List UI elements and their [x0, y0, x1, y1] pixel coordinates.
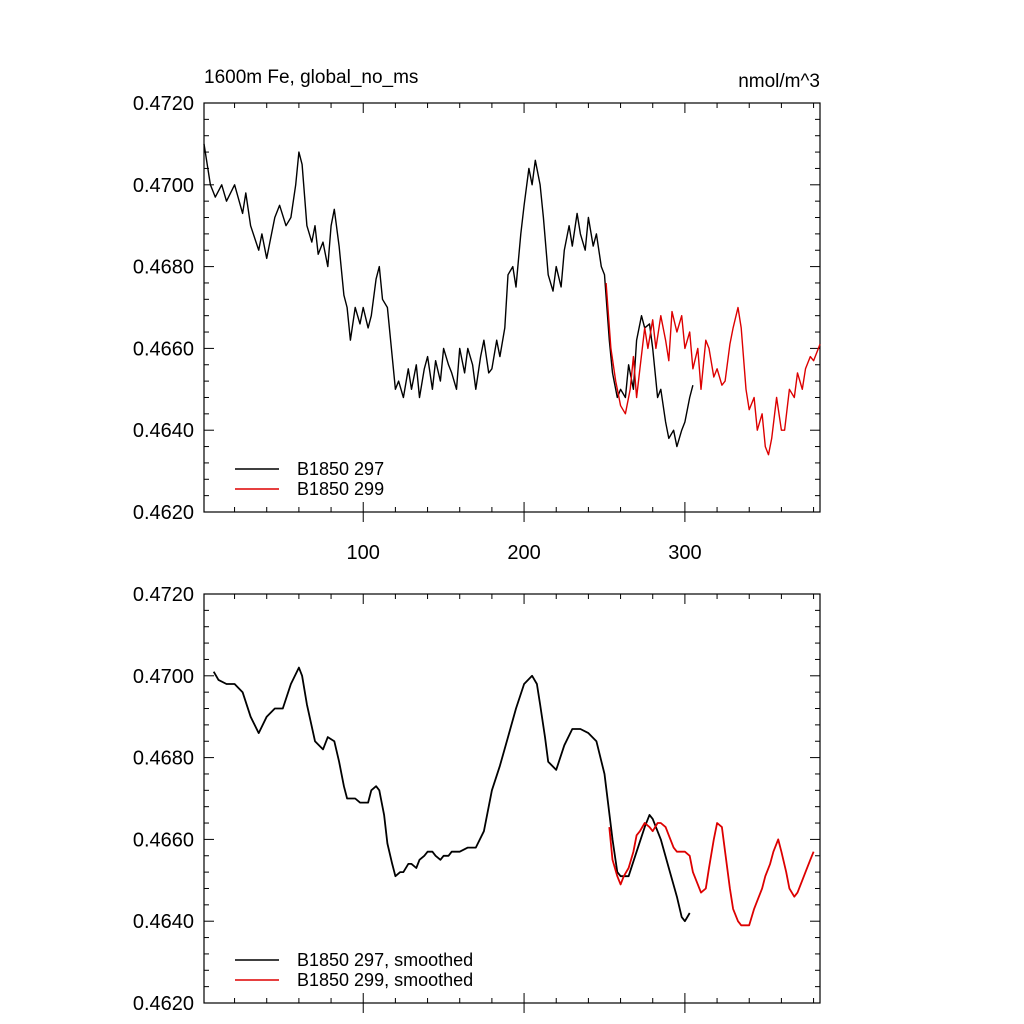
- series-line-red: [608, 822, 815, 927]
- legend-label: B1850 299, smoothed: [297, 970, 473, 990]
- y-tick-label: 0.4620: [133, 993, 194, 1015]
- plot-frame: [203, 593, 821, 1004]
- y-tick-label: 0.4620: [133, 502, 194, 524]
- top-panel: 0.4620 0.4640 0.4660 0.4680 0.4700 0.4720 100 2…: [133, 67, 821, 564]
- series-line-red: [605, 282, 821, 456]
- units-label: nmol/m^3: [738, 71, 820, 92]
- y-tick-label: 0.4700: [133, 175, 194, 197]
- series-line-black: [203, 143, 694, 448]
- y-tick-label: 0.4660: [133, 338, 194, 360]
- legend-label: B1850 297: [297, 459, 384, 479]
- series-line-black: [212, 666, 691, 923]
- y-tick-label: 0.4720: [133, 584, 194, 606]
- legend-label: B1850 299: [297, 479, 384, 499]
- bottom-panel: 0.4620 0.4640 0.4660 0.4680 0.4700 0.4720 B185…: [133, 584, 821, 1015]
- x-tick-label: 100: [347, 542, 380, 564]
- y-tick-label: 0.4720: [133, 93, 194, 115]
- legend-label: B1850 297, smoothed: [297, 950, 473, 970]
- y-tick-label: 0.4680: [133, 257, 194, 279]
- y-tick-label: 0.4680: [133, 748, 194, 770]
- y-tick-label: 0.4700: [133, 666, 194, 688]
- chart-title: 1600m Fe, global_no_ms: [204, 67, 418, 88]
- x-tick-label: 300: [668, 542, 701, 564]
- y-tick-label: 0.4640: [133, 911, 194, 933]
- y-tick-label: 0.4640: [133, 420, 194, 442]
- y-tick-label: 0.4660: [133, 829, 194, 851]
- x-tick-label: 200: [507, 542, 540, 564]
- plot-frame: [203, 102, 821, 513]
